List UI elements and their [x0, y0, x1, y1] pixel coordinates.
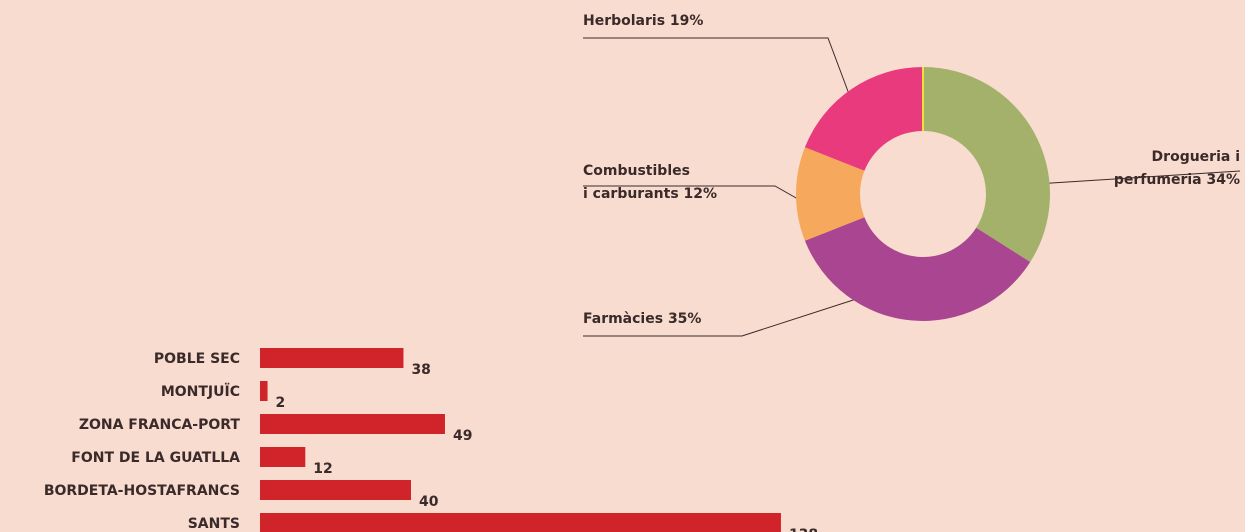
bar [260, 381, 268, 401]
donut-segment [796, 147, 865, 241]
donut-segment [804, 67, 923, 171]
bar-label: BORDETA-HOSTAFRANCS [44, 483, 240, 499]
bar [260, 348, 404, 368]
donut-segment [923, 67, 1050, 263]
label-name: Combustibles i carburants [583, 163, 690, 202]
value-label: 38 [411, 362, 430, 378]
bar-label: MONTJUÏC [161, 383, 240, 400]
leader-line [1019, 170, 1241, 186]
value-label: 40 [419, 494, 439, 510]
bar [260, 414, 445, 434]
value-label: 49 [453, 428, 472, 444]
label-name: Drogueria i perfumeria [1113, 149, 1240, 188]
label-name: Herbolaris [583, 13, 666, 29]
value-label: 12 [313, 461, 332, 477]
bar [260, 480, 411, 500]
leader-line [583, 291, 879, 337]
donut-label: Combustibles i carburants 12% [583, 160, 717, 206]
bar-label: ZONA FRANCA-PORT [79, 417, 241, 433]
donut-label: Farmàcies 35% [583, 308, 701, 331]
donut-segment [804, 217, 1031, 321]
value-label: 138 [789, 527, 818, 532]
label-value: 19% [669, 13, 704, 29]
bar [260, 447, 306, 467]
leader-line [583, 37, 853, 103]
bar-label: SANTS [188, 516, 240, 532]
label-value: 35% [667, 311, 702, 327]
bar-label: FONT DE LA GUATLLA [71, 450, 240, 466]
bar-label: POBLE SEC [154, 351, 240, 367]
bar [260, 513, 781, 532]
label-value: 12% [683, 186, 718, 202]
label-value: 34% [1206, 172, 1240, 188]
donut-label: Drogueria i perfumeria 34% [1114, 146, 1240, 192]
label-name: Farmàcies [583, 311, 664, 327]
value-label: 2 [276, 395, 286, 411]
donut-label: Herbolaris 19% [583, 10, 703, 33]
